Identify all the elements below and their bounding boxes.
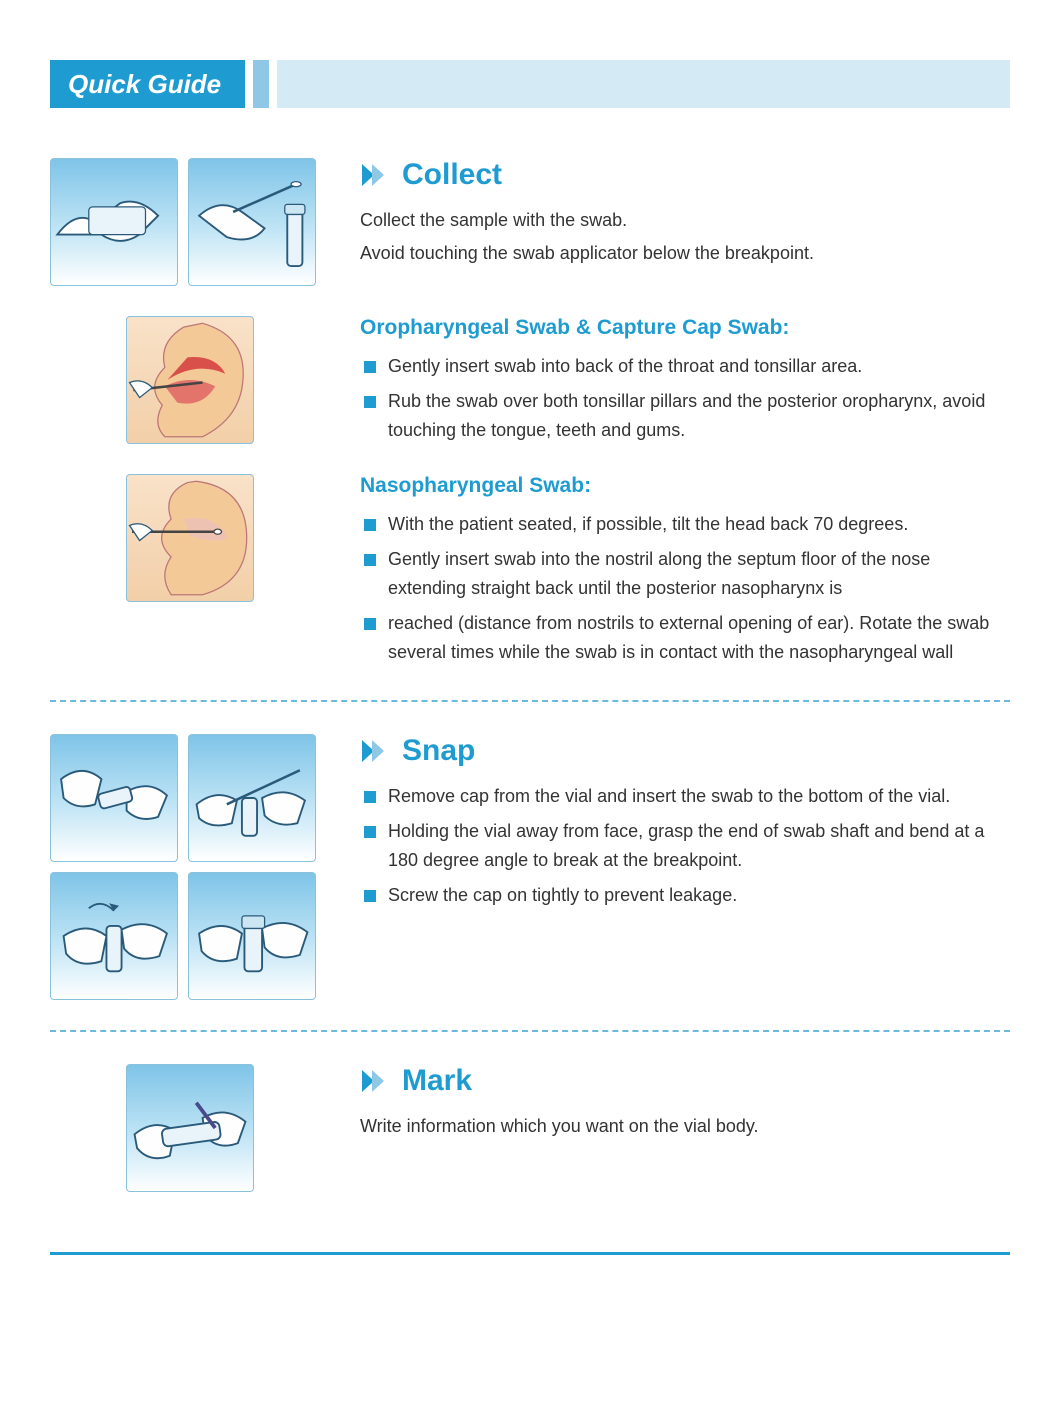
oro-bullets: Gently insert swab into back of the thro… — [360, 352, 1010, 444]
page-title: Quick Guide — [50, 60, 245, 108]
oro-title: Oropharyngeal Swab & Capture Cap Swab: — [360, 316, 1010, 340]
dashed-divider — [50, 700, 1010, 702]
snap-bullet-2: Holding the vial away from face, grasp t… — [360, 817, 1010, 875]
naso-bullet-2: Gently insert swab into the nostril alon… — [360, 545, 1010, 603]
collect-content: Collect Collect the sample with the swab… — [360, 158, 1010, 286]
chevron-icon — [360, 160, 390, 190]
collect-line-1: Collect the sample with the swab. — [360, 206, 1010, 235]
snap-thumb-insert-swab — [188, 734, 316, 862]
collect-title: Collect — [402, 158, 502, 192]
header-accent-bar — [253, 60, 269, 108]
subsection-oropharyngeal: Oropharyngeal Swab & Capture Cap Swab: G… — [50, 316, 1010, 450]
oro-bullet-1: Gently insert swab into back of the thro… — [360, 352, 1010, 381]
subsection-nasopharyngeal: Nasopharyngeal Swab: With the patient se… — [50, 474, 1010, 672]
mark-title: Mark — [402, 1064, 472, 1098]
section-snap: Snap Remove cap from the vial and insert… — [50, 734, 1010, 1000]
naso-bullet-1: With the patient seated, if possible, ti… — [360, 510, 1010, 539]
mark-thumb-write-label — [126, 1064, 254, 1192]
collect-thumbs — [50, 158, 330, 286]
section-mark: Mark Write information which you want on… — [50, 1064, 1010, 1192]
snap-thumb-screw-cap — [188, 872, 316, 1000]
snap-bullet-3: Screw the cap on tightly to prevent leak… — [360, 881, 1010, 910]
chevron-icon — [360, 736, 390, 766]
page-header: Quick Guide — [50, 60, 1010, 108]
naso-bullet-3: reached (distance from nostrils to exter… — [360, 609, 1010, 667]
collect-thumb-open-package — [50, 158, 178, 286]
collect-intro: Collect the sample with the swab. Avoid … — [360, 206, 1010, 268]
oro-bullet-2: Rub the swab over both tonsillar pillars… — [360, 387, 1010, 445]
chevron-icon — [360, 1066, 390, 1096]
header-light-bar — [277, 60, 1010, 108]
mark-thumbs — [50, 1064, 330, 1192]
collect-thumb-swab-vial — [188, 158, 316, 286]
snap-thumb-break-swab — [50, 872, 178, 1000]
snap-content: Snap Remove cap from the vial and insert… — [360, 734, 1010, 1000]
mark-content: Mark Write information which you want on… — [360, 1064, 1010, 1192]
naso-title: Nasopharyngeal Swab: — [360, 474, 1010, 498]
footer-line — [50, 1252, 1010, 1255]
snap-thumb-remove-cap — [50, 734, 178, 862]
section-collect: Collect Collect the sample with the swab… — [50, 158, 1010, 286]
snap-thumbs — [50, 734, 330, 1000]
snap-bullet-1: Remove cap from the vial and insert the … — [360, 782, 1010, 811]
snap-title: Snap — [402, 734, 475, 768]
mark-line: Write information which you want on the … — [360, 1112, 1010, 1141]
collect-line-2: Avoid touching the swab applicator below… — [360, 239, 1010, 268]
dashed-divider — [50, 1030, 1010, 1032]
naso-thumb — [126, 474, 254, 602]
snap-bullets: Remove cap from the vial and insert the … — [360, 782, 1010, 909]
naso-bullets: With the patient seated, if possible, ti… — [360, 510, 1010, 666]
oro-thumb — [126, 316, 254, 444]
